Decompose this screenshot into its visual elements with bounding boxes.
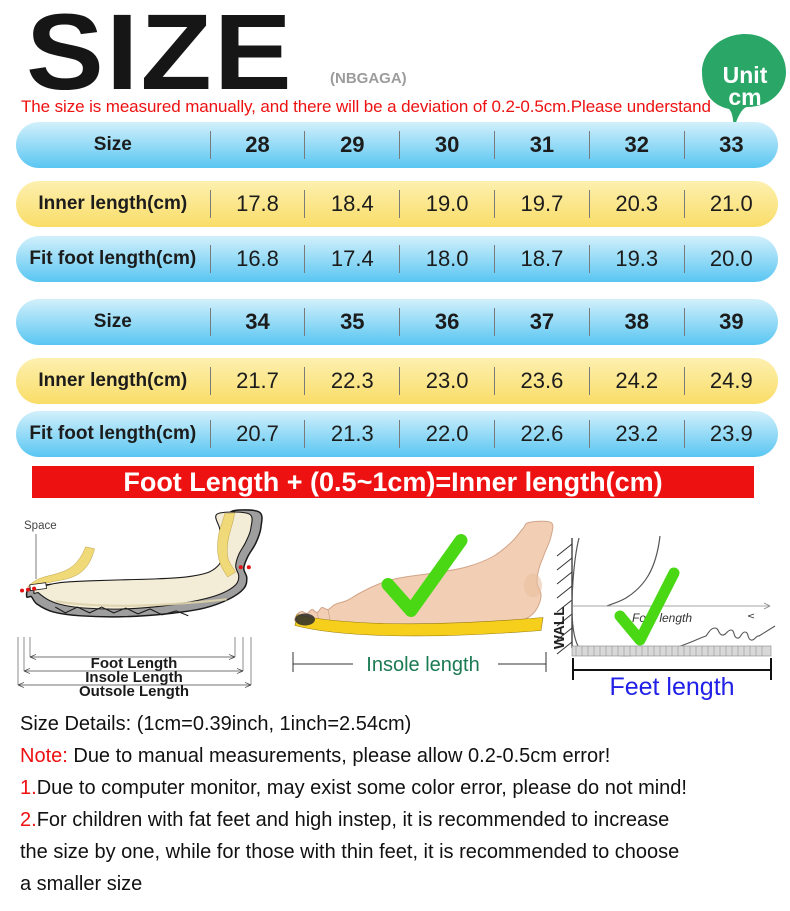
svg-text:cm: cm (728, 84, 761, 110)
svg-text:Insole length: Insole length (366, 654, 479, 676)
svg-text:Outsole Length: Outsole Length (79, 683, 189, 700)
svg-text:Foot length: Foot length (632, 611, 692, 625)
svg-text:WALL: WALL (552, 607, 568, 650)
svg-text:Space: Space (24, 520, 57, 532)
svg-text:Feet length: Feet length (609, 673, 734, 701)
